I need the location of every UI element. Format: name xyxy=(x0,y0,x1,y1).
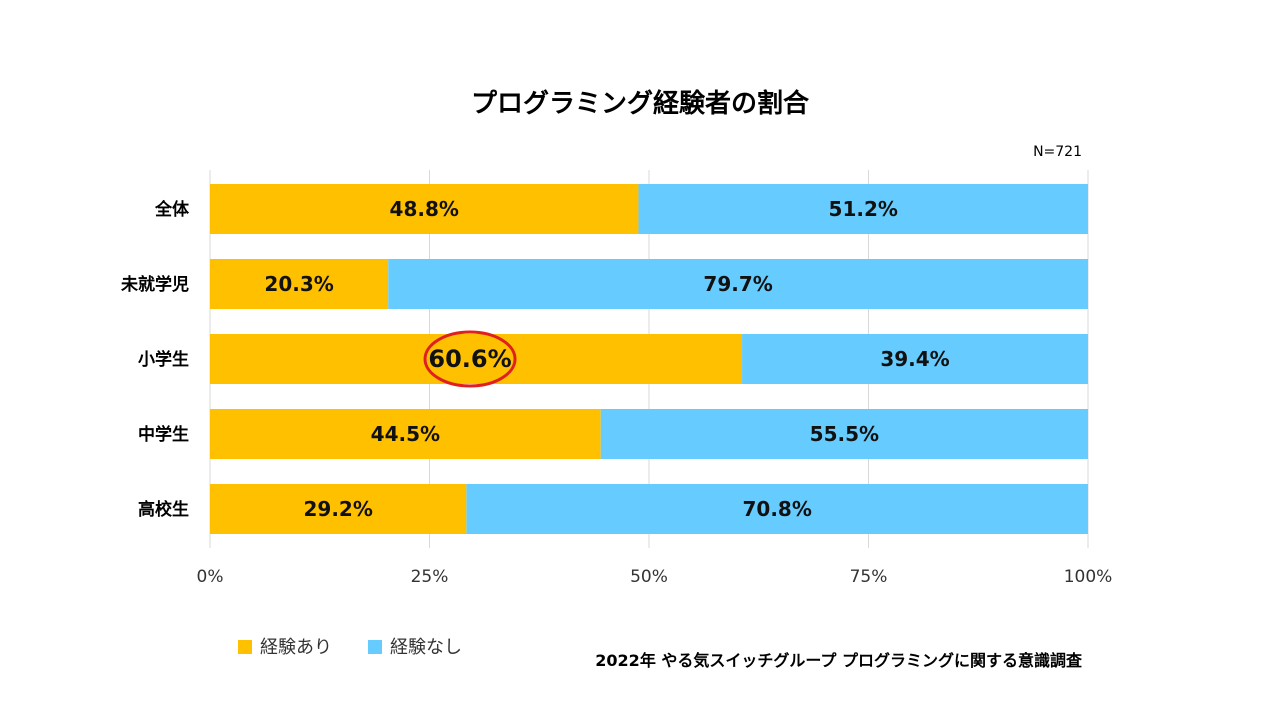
chart-title: プログラミング経験者の割合 xyxy=(471,88,810,119)
bar-experienced xyxy=(210,334,743,384)
bar-experienced xyxy=(210,259,389,309)
category-label: 小学生 xyxy=(138,349,189,370)
legend-swatch xyxy=(368,640,382,654)
x-tick-label: 25% xyxy=(411,567,449,587)
x-tick-label: 0% xyxy=(197,567,224,587)
bar-not-experienced xyxy=(466,484,1089,534)
category-label: 未就学児 xyxy=(120,274,189,295)
data-label: 79.7% xyxy=(703,272,772,296)
data-label: 39.4% xyxy=(880,347,949,371)
bar-experienced xyxy=(210,484,467,534)
bar-experienced xyxy=(210,409,601,459)
bar-not-experienced xyxy=(638,184,1088,234)
x-tick-label: 75% xyxy=(850,567,888,587)
x-tick-label: 100% xyxy=(1064,567,1113,587)
bar-not-experienced xyxy=(600,409,1088,459)
x-tick-label: 50% xyxy=(630,567,668,587)
data-label: 48.8% xyxy=(390,197,459,221)
legend-swatch xyxy=(238,640,252,654)
sample-size-note: N=721 xyxy=(1033,144,1082,160)
bar-experienced xyxy=(210,184,639,234)
data-label: 51.2% xyxy=(829,197,898,221)
data-label: 55.5% xyxy=(810,422,879,446)
category-label: 全体 xyxy=(154,199,190,220)
source-note: 2022年 やる気スイッチグループ プログラミングに関する意識調査 xyxy=(595,651,1082,670)
bar-not-experienced xyxy=(388,259,1088,309)
data-label: 44.5% xyxy=(371,422,440,446)
data-label: 20.3% xyxy=(264,272,333,296)
legend-label: 経験あり xyxy=(260,637,332,658)
highlight-circle xyxy=(423,330,517,388)
legend-label: 経験なし xyxy=(390,637,462,658)
data-label: 70.8% xyxy=(742,497,811,521)
data-label: 60.6% xyxy=(428,345,511,373)
data-label: 29.2% xyxy=(303,497,372,521)
category-label: 高校生 xyxy=(138,499,189,520)
bars: 48.8% 51.2% 20.3% 79.7% 60.6% 39.4% 44.5% 55.5%… xyxy=(210,184,1089,534)
legend: 経験あり 経験なし xyxy=(238,637,462,658)
category-label: 中学生 xyxy=(138,424,189,445)
bar-not-experienced xyxy=(742,334,1088,384)
